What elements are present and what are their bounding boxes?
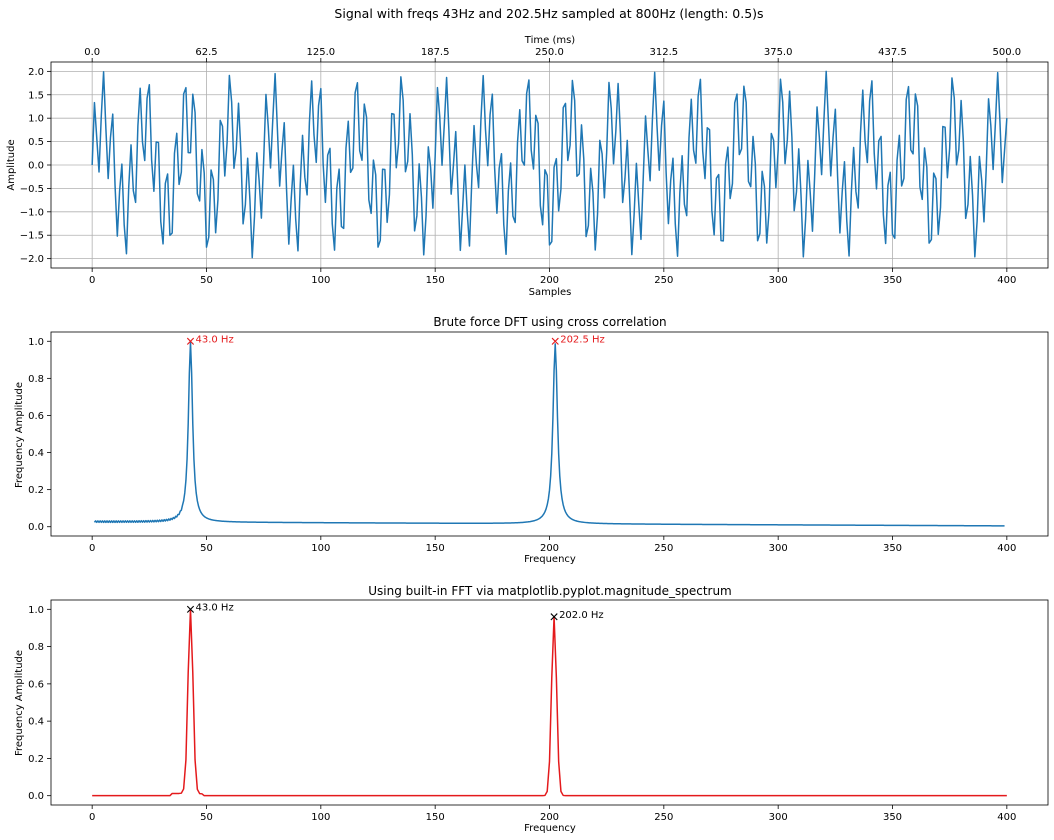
signal-ytick-label: 1.0 — [28, 114, 44, 125]
dft-xtick-label: 350 — [883, 543, 902, 554]
dft-peak-label: 202.5 Hz — [560, 334, 605, 345]
dft-xlabel: Frequency — [524, 554, 576, 565]
dft-xtick-label: 100 — [311, 543, 330, 554]
signal-top-tick-label: 437.5 — [878, 47, 907, 58]
fft-xtick-label: 250 — [654, 812, 673, 823]
fft-xtick-label: 200 — [540, 812, 559, 823]
fft-xtick-label: 50 — [200, 812, 213, 823]
signal-ytick-label: 0.5 — [28, 137, 44, 148]
signal-top-tick-label: 62.5 — [195, 47, 217, 58]
signal-ytick-label: −0.5 — [20, 184, 44, 195]
signal-xtick-label: 0 — [89, 275, 95, 286]
fft-peak-label: 202.0 Hz — [559, 610, 604, 621]
signal-xtick-label: 350 — [883, 275, 902, 286]
dft-title: Brute force DFT using cross correlation — [433, 315, 666, 329]
signal-top-tick-label: 312.5 — [650, 47, 679, 58]
signal-panel: Time (ms) Samples Amplitude 0 50 100 150 200… — [6, 35, 1049, 298]
signal-top-tick-label: 0.0 — [84, 47, 100, 58]
signal-top-tick-label: 250.0 — [535, 47, 564, 58]
fft-xtick-label: 100 — [311, 812, 330, 823]
dft-ytick-label: 0.8 — [28, 374, 44, 385]
signal-ytick-label: −2.0 — [20, 254, 44, 265]
signal-xtick-label: 100 — [311, 275, 330, 286]
signal-top-tick-label: 125.0 — [307, 47, 336, 58]
dft-xtick-label: 300 — [769, 543, 788, 554]
signal-ytick-label: 1.5 — [28, 90, 44, 101]
fft-xtick-label: 400 — [997, 812, 1016, 823]
dft-panel: Brute force DFT using cross correlation … — [14, 315, 1049, 565]
dft-xtick-label: 50 — [200, 543, 213, 554]
signal-top-tick-label: 187.5 — [421, 47, 450, 58]
fft-ytick-label: 0.8 — [28, 642, 44, 653]
dft-peak-marker — [551, 337, 559, 345]
fft-peak-marker — [550, 613, 558, 621]
fft-ytick-label: 1.0 — [28, 605, 44, 616]
dft-peak-marker — [186, 337, 195, 345]
dft-peak-label: 43.0 Hz — [195, 334, 233, 345]
dft-ytick-label: 1.0 — [28, 337, 44, 348]
fft-ytick-label: 0.4 — [28, 717, 44, 728]
figure-suptitle: Signal with freqs 43Hz and 202.5Hz sampl… — [334, 6, 763, 21]
dft-ytick-label: 0.6 — [28, 411, 44, 422]
fft-ytick-label: 0.0 — [28, 791, 44, 802]
signal-series-line — [91, 70, 1008, 259]
fft-peak-label: 43.0 Hz — [195, 602, 233, 613]
dft-ytick-label: 0.0 — [28, 522, 44, 533]
fft-ytick-label: 0.2 — [28, 754, 44, 765]
fft-xtick-label: 350 — [883, 812, 902, 823]
fft-xlabel: Frequency — [524, 823, 576, 834]
fft-ytick-label: 0.6 — [28, 679, 44, 690]
fft-series-line — [92, 608, 1007, 797]
fft-title: Using built-in FFT via matplotlib.pyplot… — [368, 584, 732, 598]
signal-ytick-label: 2.0 — [28, 67, 44, 78]
signal-top-tick-label: 375.0 — [764, 47, 793, 58]
dft-xtick-label: 0 — [89, 543, 95, 554]
dft-ytick-label: 0.4 — [28, 448, 44, 459]
signal-ytick-label: 0.0 — [28, 161, 44, 172]
dft-xtick-label: 400 — [997, 543, 1016, 554]
fft-peak-marker — [186, 605, 195, 613]
signal-xtick-label: 400 — [997, 275, 1016, 286]
signal-xtick-label: 50 — [200, 275, 213, 286]
signal-ylabel: Amplitude — [6, 139, 17, 190]
signal-xtick-label: 200 — [540, 275, 559, 286]
signal-top-tick-label: 500.0 — [993, 47, 1022, 58]
fft-xtick-label: 0 — [89, 812, 95, 823]
signal-xlabel: Samples — [529, 287, 572, 298]
fft-xtick-label: 150 — [426, 812, 445, 823]
fft-panel: Using built-in FFT via matplotlib.pyplot… — [14, 584, 1049, 834]
dft-xtick-label: 250 — [654, 543, 673, 554]
dft-ytick-label: 0.2 — [28, 485, 44, 496]
signal-ytick-label: −1.0 — [20, 207, 44, 218]
dft-xtick-label: 150 — [426, 543, 445, 554]
signal-xtick-label: 300 — [769, 275, 788, 286]
fft-ylabel: Frequency Amplitude — [14, 650, 25, 756]
signal-ytick-label: −1.5 — [20, 231, 44, 242]
signal-xtick-label: 150 — [426, 275, 445, 286]
signal-top-xlabel: Time (ms) — [524, 35, 576, 46]
fft-xtick-label: 300 — [769, 812, 788, 823]
dft-xtick-label: 200 — [540, 543, 559, 554]
dft-series-line — [93, 341, 1005, 527]
dft-ylabel: Frequency Amplitude — [14, 382, 25, 488]
signal-xtick-label: 250 — [654, 275, 673, 286]
